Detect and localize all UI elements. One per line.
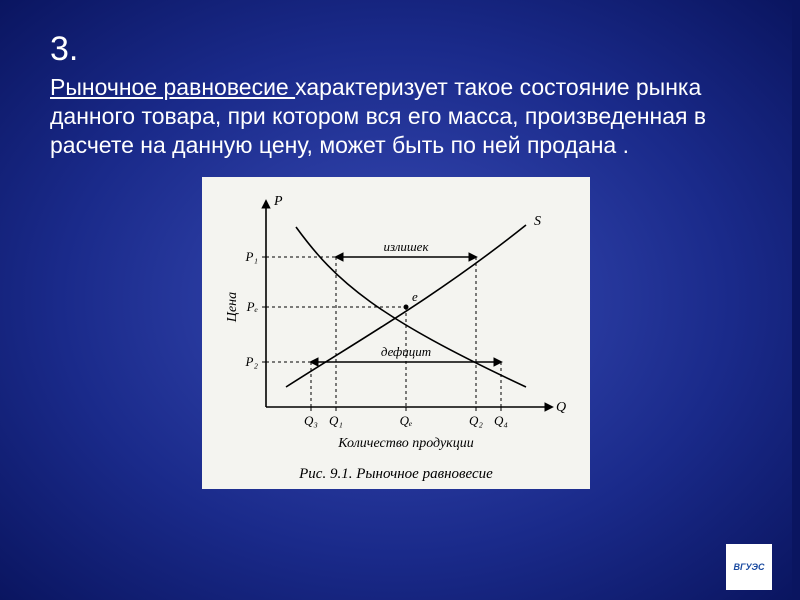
chart-svg: P Q Цена Количество продукции S P₁ Pₑ P₂ Q₃ Q₁ Qₑ Q…: [216, 187, 576, 457]
svg-text:P: P: [273, 194, 283, 209]
svg-text:Количество продукции: Количество продукции: [337, 436, 473, 451]
svg-text:Q: Q: [556, 400, 566, 415]
slide-number: 3.: [50, 30, 742, 69]
svg-text:Q₁: Q₁: [329, 413, 343, 428]
svg-text:Q₂: Q₂: [469, 413, 483, 428]
svg-text:e: e: [412, 289, 418, 304]
slide-content: 3. Рыночное равновесие характеризует так…: [0, 0, 792, 489]
svg-text:Pₑ: Pₑ: [246, 299, 258, 314]
svg-text:излишек: излишек: [383, 239, 429, 254]
svg-text:P₂: P₂: [245, 354, 259, 369]
slide-text: Рыночное равновесие характеризует такое …: [50, 73, 742, 159]
equilibrium-chart: P Q Цена Количество продукции S P₁ Pₑ P₂ Q₃ Q₁ Qₑ Q…: [202, 177, 590, 489]
term: Рыночное равновесие: [50, 74, 295, 100]
svg-text:S: S: [534, 214, 541, 229]
logo: ВГУЭС: [726, 544, 772, 590]
slide: 3. Рыночное равновесие характеризует так…: [0, 0, 800, 600]
chart-container: P Q Цена Количество продукции S P₁ Pₑ P₂ Q₃ Q₁ Qₑ Q…: [50, 177, 742, 489]
svg-text:Цена: Цена: [225, 292, 240, 323]
svg-text:P₁: P₁: [245, 249, 258, 264]
svg-text:Q₃: Q₃: [304, 413, 318, 428]
svg-text:Q₄: Q₄: [494, 413, 508, 428]
chart-caption: Рис. 9.1. Рыночное равновесие: [216, 466, 576, 483]
logo-text: ВГУЭС: [734, 562, 765, 572]
svg-text:дефицит: дефицит: [381, 344, 431, 359]
svg-text:Qₑ: Qₑ: [400, 413, 413, 428]
